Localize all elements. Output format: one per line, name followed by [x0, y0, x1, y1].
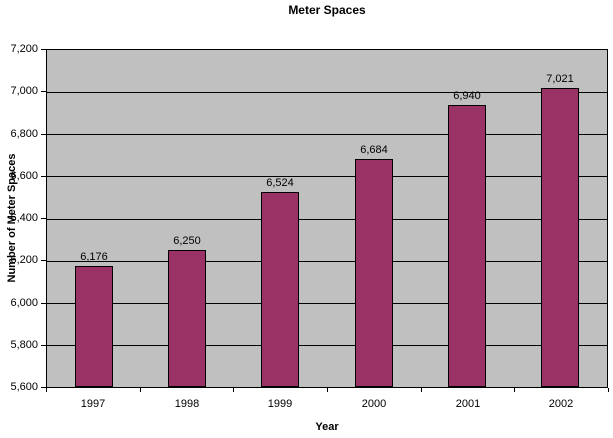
y-axis-tick-label: 7,200 [10, 43, 38, 55]
y-axis-tick-label: 6,000 [10, 297, 38, 309]
bar-1998 [168, 250, 206, 387]
y-axis-tick-label: 6,200 [10, 254, 38, 266]
x-axis-tick-label: 2002 [548, 398, 574, 410]
gridline [47, 92, 607, 93]
y-axis-tick-label: 7,000 [10, 85, 38, 97]
y-axis-tick-label: 6,600 [10, 170, 38, 182]
y-axis-tick-label: 6,800 [10, 128, 38, 140]
bar-value-label: 7,021 [546, 73, 574, 85]
x-axis-tick-label: 1997 [80, 398, 106, 410]
bar-1997 [75, 266, 113, 387]
y-axis-tick [41, 176, 46, 177]
bar-value-label: 6,250 [173, 235, 201, 247]
gridline [47, 303, 607, 304]
y-axis-tick [41, 134, 46, 135]
x-axis-title: Year [315, 421, 339, 433]
gridline [47, 134, 607, 135]
bar-1999 [261, 192, 299, 387]
y-axis-tick-label: 5,800 [10, 339, 38, 351]
y-axis-tick-label: 6,400 [10, 212, 38, 224]
gridline [47, 219, 607, 220]
gridline [47, 261, 607, 262]
x-axis-tick [421, 388, 422, 392]
y-axis-tick [41, 303, 46, 304]
bar-2002 [541, 88, 579, 387]
x-axis-tick [514, 388, 515, 392]
x-axis-tick [608, 388, 609, 392]
bar-value-label: 6,176 [80, 251, 108, 263]
x-axis-tick [233, 388, 234, 392]
bar-value-label: 6,684 [360, 144, 388, 156]
bar-value-label: 6,524 [266, 177, 294, 189]
x-axis-tick [46, 388, 47, 392]
chart-title: Meter Spaces [288, 3, 366, 17]
y-axis-tick [41, 49, 46, 50]
y-axis-tick [41, 218, 46, 219]
y-axis-tick [41, 91, 46, 92]
x-axis-tick-label: 2001 [455, 398, 481, 410]
x-axis-tick [327, 388, 328, 392]
y-axis-tick [41, 387, 46, 388]
x-axis-tick [140, 388, 141, 392]
plot-area: 6,176 6,250 6,524 6,684 6,940 7,021 [46, 49, 608, 388]
x-axis-tick-label: 1999 [267, 398, 293, 410]
gridline [47, 176, 607, 177]
y-axis-tick [41, 345, 46, 346]
y-axis-tick [41, 260, 46, 261]
x-axis-tick-label: 2000 [361, 398, 387, 410]
y-axis-tick-label: 5,600 [10, 381, 38, 393]
x-axis-tick-label: 1998 [174, 398, 200, 410]
gridline [47, 345, 607, 346]
bar-2000 [355, 159, 393, 387]
bar-2001 [448, 105, 486, 387]
bar-value-label: 6,940 [453, 90, 481, 102]
